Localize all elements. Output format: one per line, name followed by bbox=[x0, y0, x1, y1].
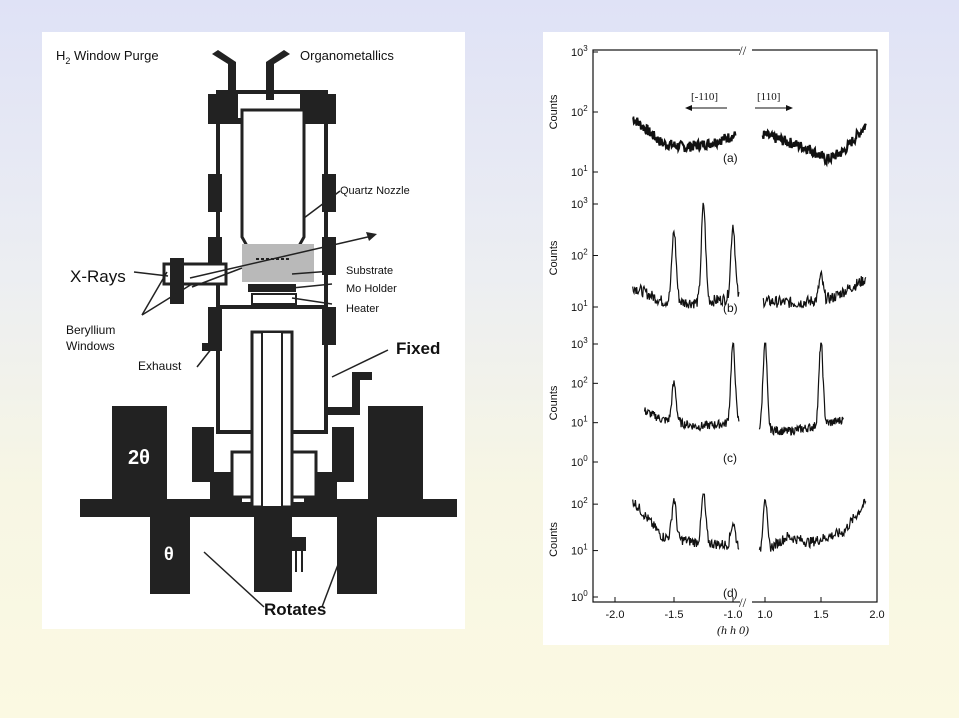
x-tick-label: 1.5 bbox=[813, 609, 828, 621]
xray-arrow-head bbox=[366, 232, 377, 241]
goniometer-theta-block bbox=[150, 499, 190, 594]
x-axis-label: (h h 0) bbox=[717, 623, 749, 637]
fixed-bracket bbox=[326, 372, 372, 415]
organometallics-inlet-hook bbox=[266, 50, 290, 74]
label-windows: Windows bbox=[66, 339, 115, 353]
xray-port-flange bbox=[170, 258, 184, 304]
x-tick-label: 1.0 bbox=[757, 609, 772, 621]
label-exhaust: Exhaust bbox=[138, 359, 182, 373]
apparatus-diagram-panel: H2 Window Purge Organometallics Quartz N… bbox=[42, 32, 465, 629]
panel-label: (c) bbox=[723, 451, 737, 465]
panel-label: (b) bbox=[723, 301, 738, 315]
panel-label: (a) bbox=[723, 151, 738, 165]
scan-trace-c-negative bbox=[643, 342, 740, 432]
mo-holder bbox=[248, 284, 296, 292]
y-axis-label: Counts bbox=[548, 522, 560, 557]
scan-trace-a-negative bbox=[632, 116, 737, 155]
y-axis-label: Counts bbox=[548, 240, 560, 275]
direction-arrowhead-left bbox=[685, 105, 692, 111]
xray-scan-chart-panel: // // -2.0 -1.5 -1.0 1.0 1.5 2.0 (h h 0) [-110] [… bbox=[543, 32, 889, 645]
feedthrough bbox=[286, 537, 306, 551]
y-tick-label: 102 bbox=[571, 375, 588, 390]
x-tick-label: -1.5 bbox=[665, 609, 684, 621]
scan-trace-d-negative bbox=[632, 493, 740, 551]
scan-trace-b-negative bbox=[632, 202, 740, 309]
y-tick-label: 101 bbox=[571, 543, 588, 558]
direction-arrowhead-right bbox=[786, 105, 793, 111]
label-h2-window-purge: H2 Window Purge bbox=[56, 48, 159, 66]
scan-trace-a-positive bbox=[761, 123, 867, 168]
y-axis-label: Counts bbox=[548, 94, 560, 129]
scan-trace-d-positive bbox=[758, 498, 867, 552]
axis-break-gap bbox=[740, 597, 752, 607]
scan-trace-b-positive bbox=[762, 269, 867, 309]
axis-break-mark: // bbox=[739, 43, 747, 58]
direction-label-minus-110: [-110] bbox=[691, 91, 718, 103]
y-tick-label: 101 bbox=[571, 415, 588, 430]
axis-break-gap bbox=[740, 45, 752, 55]
goniometer-2theta-block-right bbox=[368, 406, 423, 499]
y-axis-label: Counts bbox=[548, 385, 560, 420]
flange-right-2 bbox=[322, 174, 336, 212]
heater-rod bbox=[261, 331, 283, 508]
y-tick-label: 103 bbox=[571, 44, 588, 59]
panel-label: (d) bbox=[723, 586, 738, 600]
flange-right-3 bbox=[322, 237, 336, 275]
y-tick-label: 102 bbox=[571, 104, 588, 119]
label-quartz-nozzle: Quartz Nozzle bbox=[340, 185, 410, 197]
label-x-rays: X-Rays bbox=[70, 267, 126, 286]
plot-frame bbox=[592, 49, 878, 603]
goniometer-2theta-block bbox=[112, 406, 167, 499]
label-fixed: Fixed bbox=[396, 339, 440, 358]
organometallics-tube bbox=[266, 72, 274, 100]
x-tick-label: -2.0 bbox=[606, 609, 625, 621]
h2-purge-tube bbox=[228, 72, 236, 100]
label-heater: Heater bbox=[346, 303, 379, 315]
x-tick-label: 2.0 bbox=[869, 609, 884, 621]
y-tick-label: 100 bbox=[571, 589, 588, 604]
flange-left-2 bbox=[208, 174, 222, 212]
label-organometallics: Organometallics bbox=[300, 48, 394, 63]
apparatus-diagram: H2 Window Purge Organometallics Quartz N… bbox=[56, 48, 457, 619]
y-tick-label: 102 bbox=[571, 248, 588, 263]
y-tick-label: 100 bbox=[571, 454, 588, 469]
y-tick-label: 101 bbox=[571, 164, 588, 179]
quartz-nozzle bbox=[240, 108, 306, 264]
y-tick-label: 103 bbox=[571, 336, 588, 351]
h2-purge-inlet-hook bbox=[212, 50, 236, 74]
scan-trace-c-positive bbox=[758, 342, 844, 436]
x-tick-label: -1.0 bbox=[724, 609, 743, 621]
label-rotates: Rotates bbox=[264, 600, 326, 619]
label-mo-holder: Mo Holder bbox=[346, 283, 397, 295]
xray-port-window bbox=[184, 268, 188, 280]
xray-scan-chart: // // -2.0 -1.5 -1.0 1.0 1.5 2.0 (h h 0) [-110] [… bbox=[548, 43, 885, 637]
y-tick-label: 102 bbox=[571, 496, 588, 511]
flange-right-1 bbox=[322, 307, 336, 345]
label-two-theta: 2θ bbox=[128, 447, 150, 469]
leader-lines bbox=[133, 190, 389, 608]
label-substrate: Substrate bbox=[346, 265, 393, 277]
label-theta: θ bbox=[164, 544, 174, 564]
label-beryllium: Beryllium bbox=[66, 323, 115, 337]
heater bbox=[251, 293, 297, 305]
y-tick-label: 103 bbox=[571, 196, 588, 211]
flange-left-1 bbox=[208, 307, 222, 345]
axis-break-mark: // bbox=[739, 595, 747, 610]
goniometer-right-post bbox=[337, 499, 377, 594]
exhaust-pipe bbox=[202, 343, 222, 351]
lower-housing bbox=[192, 427, 354, 592]
direction-label-110: [110] bbox=[757, 91, 780, 103]
y-tick-label: 101 bbox=[571, 299, 588, 314]
